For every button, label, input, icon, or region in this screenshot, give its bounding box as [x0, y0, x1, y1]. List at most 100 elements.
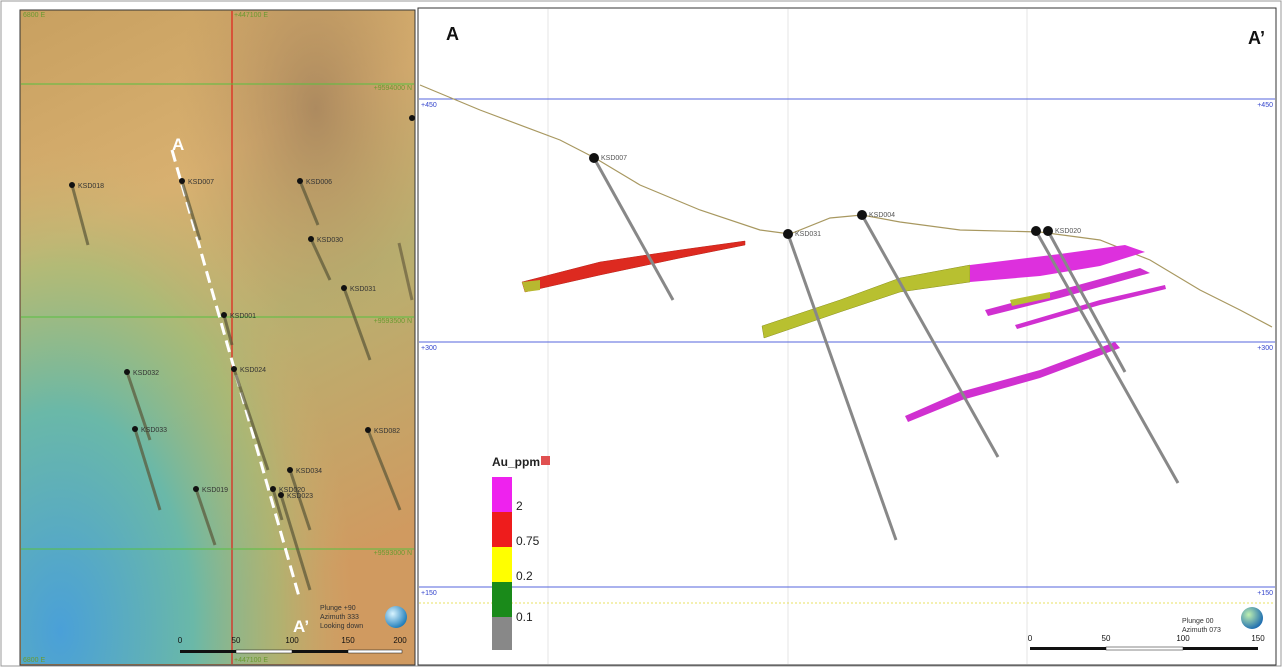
hole-label: KSD031	[350, 286, 376, 293]
drill-collar	[783, 229, 793, 239]
drill-collar	[409, 115, 415, 121]
scale-label: 0	[1028, 634, 1033, 643]
section-panel	[417, 7, 1277, 666]
elevation-label: +150	[1257, 590, 1273, 597]
view-info: Looking down	[320, 623, 363, 630]
scale-bar	[1183, 647, 1258, 650]
drill-trace	[309, 238, 332, 281]
drill-collar	[308, 236, 314, 242]
ore-body	[905, 342, 1120, 422]
scale-label: 0	[178, 636, 183, 645]
drill-collar	[193, 486, 199, 492]
scale-bar	[1030, 647, 1106, 650]
grid-label: 6800 E	[23, 12, 46, 19]
drill-collar	[341, 285, 347, 291]
drill-collar	[297, 178, 303, 184]
view-info: Plunge 00	[1182, 618, 1214, 625]
drill-trace	[133, 428, 162, 511]
drill-collar	[1043, 226, 1053, 236]
section-end: A	[446, 24, 459, 44]
ore-body	[1010, 292, 1050, 306]
hole-label: KSD019	[202, 487, 228, 494]
scale-bar	[235, 649, 293, 654]
drill-collar	[124, 369, 130, 375]
grid-label: +9594000 N	[374, 85, 412, 92]
drill-trace	[194, 488, 217, 546]
legend-swatch	[492, 477, 512, 512]
drill-trace	[271, 488, 284, 521]
section-view: +450 +450 +300 +300 +150 +150 A A’ KSD00…	[417, 7, 1277, 666]
drill-collar	[365, 427, 371, 433]
ore-body	[521, 240, 746, 293]
drill-trace	[279, 494, 312, 591]
legend-swatch	[492, 512, 512, 547]
scale-label: 150	[341, 636, 355, 645]
hole-label: KSD020	[1055, 228, 1081, 235]
scale-bar	[292, 650, 348, 653]
grid-label: +447100 E	[234, 12, 268, 19]
drill-trace	[288, 469, 312, 531]
grid-label: 6800 E	[23, 657, 46, 664]
legend-label: 0.1	[516, 610, 533, 624]
drill-collar	[278, 492, 284, 498]
grid-label: +9593000 N	[374, 550, 412, 557]
grid-label: +447100 E	[234, 657, 268, 664]
hole-label: KSD032	[133, 370, 159, 377]
drill-collar	[221, 312, 227, 318]
hole-label: KSD033	[141, 427, 167, 434]
hole-label: KSD020	[279, 487, 305, 494]
drill-trace	[180, 180, 202, 241]
terrain-shade	[21, 11, 414, 664]
legend-label: 0.2	[516, 569, 533, 583]
drill-trace	[342, 287, 372, 361]
grid-label: +9593500 N	[374, 318, 412, 325]
drill-trace	[860, 214, 1000, 458]
drill-trace	[366, 429, 402, 511]
drill-collar	[1031, 226, 1041, 236]
ore-body	[970, 245, 1145, 282]
section-end: A’	[1248, 28, 1265, 48]
legend-label: 0.75	[516, 534, 540, 548]
hole-label: KSD034	[296, 468, 322, 475]
view-info: Azimuth 333	[320, 614, 359, 621]
hole-label: KSD024	[240, 367, 266, 374]
drill-collar	[231, 366, 237, 372]
legend-swatch	[492, 582, 512, 617]
hole-label: KSD031	[795, 231, 821, 238]
hole-label: KSD004	[869, 212, 895, 219]
hole-label: KSD030	[317, 237, 343, 244]
hole-label: KSD082	[374, 428, 400, 435]
drill-trace	[222, 314, 234, 346]
scale-bar	[1105, 646, 1184, 651]
elevation-label: +300	[421, 345, 437, 352]
drill-collar	[69, 182, 75, 188]
hole-label: KSD007	[601, 155, 627, 162]
scale-label: 100	[285, 636, 299, 645]
drill-collar	[287, 467, 293, 473]
legend-title: Au_ppm	[492, 455, 540, 469]
legend-label: 2	[516, 499, 523, 513]
drill-trace	[786, 233, 898, 541]
section-line	[170, 149, 302, 601]
drill-trace	[70, 184, 90, 246]
scale-label: 50	[232, 636, 241, 645]
elevation-label: +450	[1257, 102, 1273, 109]
plan-view: 6800 E +447100 E 6800 E +447100 E +95940…	[19, 9, 416, 666]
legend-swatch	[492, 617, 512, 650]
hole-label: KSD007	[188, 179, 214, 186]
orientation-sphere	[1241, 607, 1263, 629]
drill-trace	[592, 157, 675, 301]
scale-label: 50	[1102, 634, 1111, 643]
scale-label: 100	[1176, 634, 1190, 643]
elevation-label: +300	[1257, 345, 1273, 352]
hole-label: KSD023	[287, 493, 313, 500]
view-info: Plunge +90	[320, 605, 356, 612]
scale-label: 150	[1251, 634, 1265, 643]
hole-label: KSD018	[78, 183, 104, 190]
orientation-sphere	[385, 606, 407, 628]
drill-collar	[132, 426, 138, 432]
scale-label: 200	[393, 636, 407, 645]
view-info: Azimuth 073	[1182, 627, 1221, 634]
section-end: A	[172, 135, 184, 154]
